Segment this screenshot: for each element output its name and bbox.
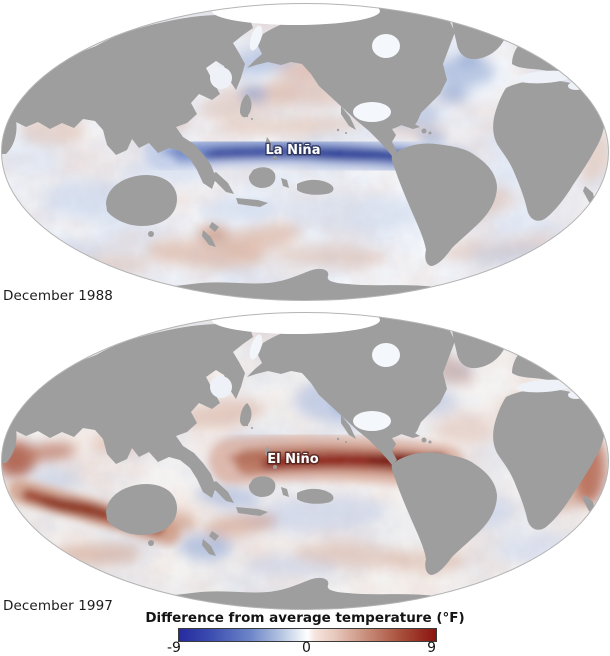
legend-tick-min: -9 — [167, 640, 181, 656]
anomaly-label-el-nino: El Niño — [267, 452, 318, 467]
map-1988-svg: La Niña — [1, 3, 609, 301]
legend-title: Difference from average temperature (°F) — [145, 610, 465, 626]
map-december-1997: El Niño — [0, 311, 610, 611]
map-outline — [1, 312, 609, 610]
legend-tick-max: 9 — [427, 640, 436, 656]
anomaly-label-la-nina: La Niña — [266, 143, 321, 158]
map-december-1988: La Niña — [0, 2, 610, 302]
legend-tick-mid: 0 — [302, 640, 311, 656]
map-1997-svg: El Niño — [1, 312, 609, 610]
legend-color-scale — [178, 628, 437, 642]
map-caption-1988: December 1988 — [3, 288, 113, 304]
map-outline — [1, 3, 609, 301]
map-caption-1997: December 1997 — [3, 598, 113, 614]
